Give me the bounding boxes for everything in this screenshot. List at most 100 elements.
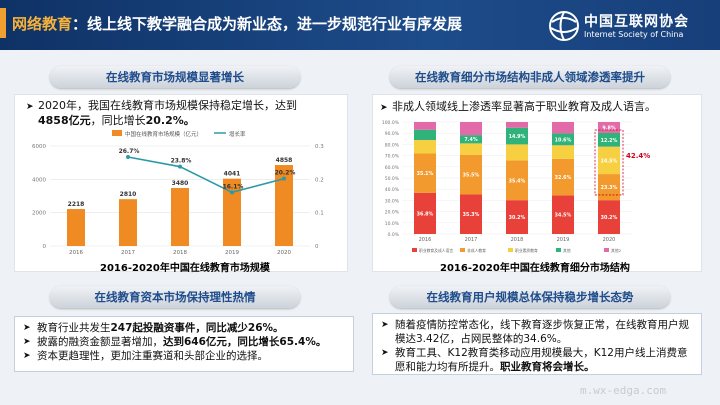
- growth-label: 26.7%: [119, 148, 140, 155]
- watermark: m.wx-edga.com: [580, 384, 667, 397]
- left-bullet-text2: ，同比增长: [90, 114, 146, 127]
- stack-segment: [598, 132, 620, 147]
- growth-label: 20.2%: [275, 170, 296, 177]
- y-tick-label: 80.0%: [385, 142, 400, 148]
- legend-swatch: [508, 248, 513, 252]
- y-tick-label: 50.0%: [385, 176, 400, 182]
- capital-bullet-3: ➤ 资本更趋理性，更加注重赛道和头部企业的选择。: [23, 349, 345, 363]
- right-bullet: ➤ 非成人领域线上渗透率显著高于职业教育及成人语言。: [380, 100, 700, 115]
- y2-tick-label: 0: [315, 244, 319, 250]
- users-b2-a: 教育工具、K12教育类移动应用规模最大，K12用户线上消费意愿和能力均有所提升。: [395, 347, 688, 373]
- x-tick-label: 2018: [511, 237, 524, 243]
- legend-label: 职业素质教育: [515, 248, 538, 253]
- legend-swatch-bar: [112, 130, 122, 136]
- legend-label: 其他: [563, 248, 571, 253]
- stack-segment: [506, 127, 528, 145]
- capital-bullet-1: ➤ 教育行业共发生247起投融资事件，同比减少26%。: [23, 321, 345, 335]
- legend-label: 其他2: [611, 248, 622, 253]
- arrow-icon: ➤: [380, 103, 388, 113]
- legend-swatch: [604, 248, 609, 252]
- growth-point: [282, 176, 286, 181]
- right-bullet-text: 非成人领域线上渗透率显著高于职业教育及成人语言。: [392, 100, 656, 113]
- market-size-chart: 中国在线教育市场规模（亿元） 增长率 0 2000 4000 6000 0 0.1 0.2 0.3…: [32, 130, 324, 256]
- logo-cn: 中国互联网协会: [584, 14, 689, 30]
- stack-segment: [460, 143, 482, 155]
- x-tick-label: 2019: [557, 237, 570, 243]
- section-users: 在线教育用户规模总体保持稳步增长态势: [390, 286, 670, 308]
- capital-b2-a: 披露的融资金额显著增加，: [37, 336, 163, 348]
- title-rest: ：线上线下教学融合成为新业态，进一步规范行业有序发展: [72, 15, 463, 33]
- x-tick-label: 2018: [173, 250, 187, 256]
- y-tick-label: 60.0%: [385, 165, 400, 171]
- arrow-icon: ➤: [26, 102, 34, 112]
- stack-segment: [506, 160, 528, 201]
- bar-value-label: 4858: [276, 157, 293, 164]
- page-title: 网络教育：线上线下教学融合成为新业态，进一步规范行业有序发展: [12, 13, 462, 34]
- highlight-box: [594, 129, 624, 196]
- annotation-label: 42.4%: [626, 152, 650, 160]
- users-b1: 随着疫情防控常态化，线下教育逐步恢复正常，在线教育用户规模达3.42亿，占网民整…: [395, 319, 689, 345]
- right-chart-caption: 2016-2020年中国在线教育细分市场结构: [440, 263, 630, 274]
- stack-segment: [414, 192, 436, 234]
- capital-b1-a: 教育行业共发生: [37, 322, 111, 334]
- stack-segment: [552, 145, 574, 159]
- arrow-icon: ➤: [381, 348, 389, 358]
- capital-box: ➤ 教育行业共发生247起投融资事件，同比减少26%。 ➤ 披露的融资金额显著增加，…: [14, 316, 354, 372]
- legend-label: 非成人教育: [467, 248, 486, 253]
- stack-segment: [506, 122, 528, 128]
- segment-label: 24.5%: [601, 158, 618, 164]
- segment-label: 12.2%: [601, 138, 618, 144]
- stack-segment: [552, 195, 574, 234]
- stack-segment: [598, 200, 620, 234]
- stack-segment: [414, 153, 436, 193]
- stack-segment: [414, 129, 436, 141]
- bar-value-label: 2218: [68, 201, 85, 208]
- stack-segment: [460, 122, 482, 136]
- segment-label: 30.2%: [509, 215, 526, 221]
- y2-tick-label: 0.1: [315, 211, 324, 217]
- x-tick-label: 2017: [121, 250, 135, 256]
- users-box: ➤ 随着疫情防控常态化，线下教育逐步恢复正常，在线教育用户规模达3.42亿，占网民…: [372, 313, 702, 375]
- arrow-icon: ➤: [23, 337, 31, 347]
- section-market-structure: 在线教育细分市场结构非成人领域渗透率提升: [390, 66, 670, 88]
- legend-swatch: [412, 248, 417, 252]
- growth-point: [178, 164, 182, 169]
- stack-segment: [552, 122, 574, 134]
- y-tick-label: 0.0%: [388, 232, 400, 238]
- segment-label: 10.6%: [555, 137, 572, 143]
- x-tick-label: 2016: [69, 250, 83, 256]
- left-chart-caption: 2016-2020年中国在线教育市场规模: [100, 263, 270, 274]
- legend-label-bar: 中国在线教育市场规模（亿元）: [125, 130, 202, 138]
- growth-point: [126, 155, 130, 159]
- bar: [67, 209, 85, 246]
- growth-label: 16.1%: [223, 183, 244, 190]
- capital-bullet-2: ➤ 披露的融资金额显著增加，达到646亿元，同比增长65.4%。: [23, 335, 345, 349]
- section-market-size: 在线教育市场规模显著增长: [50, 66, 300, 88]
- stack-segment: [598, 122, 620, 133]
- capital-b2-b: 达到646亿元，同比增长65.4%。: [163, 336, 327, 348]
- left-bullet: ➤ 2020年，我国在线教育市场规模保持稳定增长，达到 4858亿元，同比增长20.…: [26, 99, 346, 128]
- stack-segment: [598, 146, 620, 175]
- left-bullet-text1: 2020年，我国在线教育市场规模保持稳定增长，达到: [38, 99, 297, 112]
- segment-label: 32.6%: [555, 175, 572, 181]
- segment-label: 35.5%: [463, 173, 480, 179]
- arrow-icon: ➤: [381, 320, 389, 330]
- stack-segment: [460, 194, 482, 234]
- legend-swatch: [556, 248, 561, 252]
- segment-label: 23.3%: [601, 185, 618, 191]
- y-tick-label: 70.0%: [385, 154, 400, 160]
- y-tick-label: 90.0%: [385, 131, 400, 137]
- x-tick-label: 2020: [277, 250, 291, 256]
- segment-label: 36.8%: [417, 211, 434, 217]
- x-tick-label: 2019: [225, 250, 239, 256]
- x-tick-label: 2016: [419, 237, 432, 243]
- stack-segment: [460, 135, 482, 144]
- stack-segment: [598, 174, 620, 201]
- segment-label: 34.5%: [555, 213, 572, 219]
- capital-b3: 资本更趋理性，更加注重赛道和头部企业的选择。: [37, 350, 268, 362]
- market-structure-chart: 0.0% 10.0% 20.0% 30.0% 40.0% 50.0% 60.0% 70.0% 8…: [382, 120, 650, 253]
- segment-label: 30.2%: [601, 215, 618, 221]
- segment-label: 35.3%: [463, 212, 480, 218]
- capital-b1-b: 247起投融资事件，同比减少26%。: [110, 322, 284, 334]
- globe-icon: [549, 11, 579, 41]
